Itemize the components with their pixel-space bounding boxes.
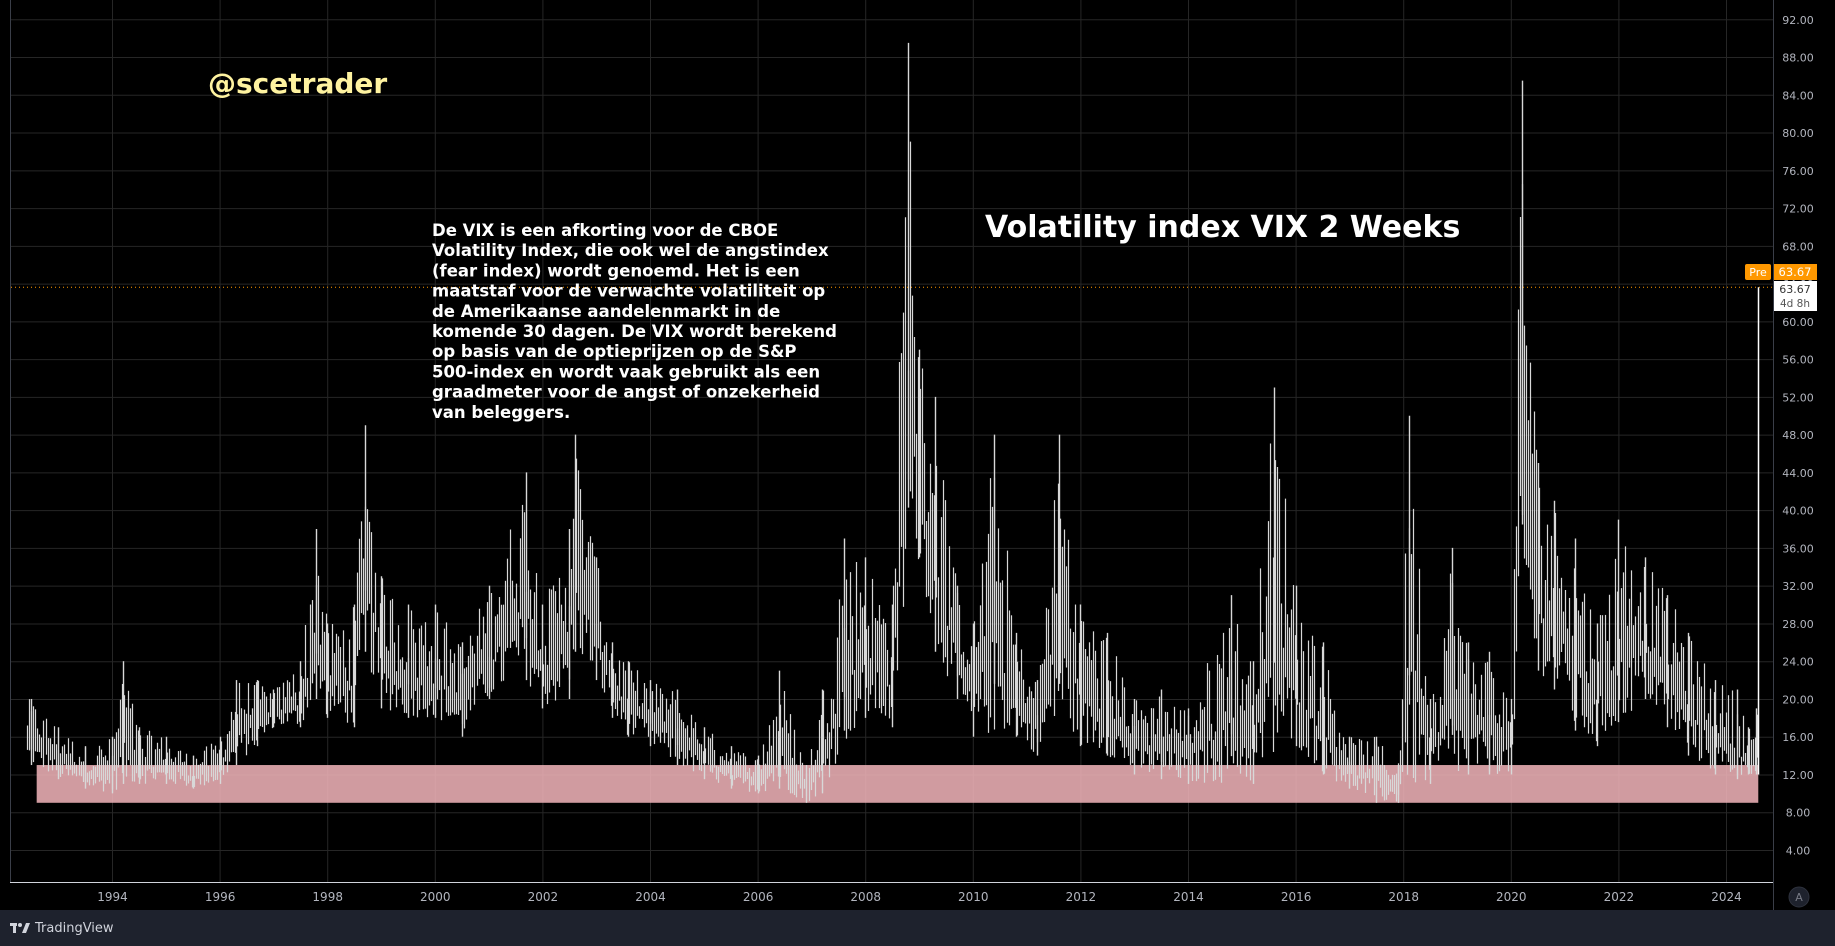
x-tick-label: 1994 xyxy=(97,890,128,904)
description-line: de Amerikaanse aandelenmarkt in de xyxy=(432,302,780,321)
y-tick-label: 12.00 xyxy=(1782,769,1814,782)
x-tick-label: 2000 xyxy=(420,890,451,904)
x-tick-label: 2006 xyxy=(743,890,774,904)
y-tick-label: 16.00 xyxy=(1782,731,1814,744)
x-tick-label: 2010 xyxy=(958,890,989,904)
last-value-background xyxy=(1774,281,1817,311)
pre-tag-background xyxy=(1745,264,1771,280)
y-tick-label: 48.00 xyxy=(1782,429,1814,442)
y-tick-label: 8.00 xyxy=(1786,807,1811,820)
y-tick-label: 84.00 xyxy=(1782,89,1814,102)
pre-value-background xyxy=(1774,264,1817,280)
y-tick-label: 52.00 xyxy=(1782,391,1814,404)
x-tick-label: 2014 xyxy=(1173,890,1204,904)
y-tick-label: 20.00 xyxy=(1782,693,1814,706)
y-tick-label: 92.00 xyxy=(1782,14,1814,27)
x-tick-label: 2018 xyxy=(1388,890,1419,904)
price-bars xyxy=(26,42,1759,803)
brand-label: TradingView xyxy=(35,920,114,936)
y-tick-label: 36.00 xyxy=(1782,542,1814,555)
auto-scale-button[interactable]: A xyxy=(1784,885,1814,909)
x-tick-label: 2004 xyxy=(635,890,666,904)
description-line: komende 30 dagen. De VIX wordt berekend xyxy=(432,322,837,341)
x-tick-label: 2012 xyxy=(1066,890,1097,904)
y-tick-label: 44.00 xyxy=(1782,467,1814,480)
description-line: op basis van de optieprijzen op de S&P xyxy=(432,342,796,361)
price-label-group: Pre 63.67 63.67 4d 8h xyxy=(1745,264,1817,311)
bar-countdown: 4d 8h xyxy=(1780,298,1810,310)
x-tick-label: 2020 xyxy=(1496,890,1527,904)
x-tick-label: 2008 xyxy=(850,890,881,904)
description-text: De VIX is een afkorting voor de CBOEVola… xyxy=(432,221,837,422)
chart-title: Volatility index VIX 2 Weeks xyxy=(985,210,1460,245)
x-tick-label: 2016 xyxy=(1281,890,1312,904)
last-value-label: 63.67 xyxy=(1779,283,1811,296)
y-tick-label: 80.00 xyxy=(1782,127,1814,140)
y-tick-label: 72.00 xyxy=(1782,203,1814,216)
y-tick-label: 24.00 xyxy=(1782,656,1814,669)
description-line: Volatility Index, die ook wel de angstin… xyxy=(432,241,829,260)
description-line: maatstaf voor de verwachte volatiliteit … xyxy=(432,282,825,301)
y-tick-label: 4.00 xyxy=(1786,845,1811,858)
tradingview-logo[interactable]: TradingView xyxy=(10,921,114,936)
pre-value-label: 63.67 xyxy=(1779,265,1812,279)
description-line: 500-index en wordt vaak gebruikt als een xyxy=(432,362,820,381)
y-tick-label: 28.00 xyxy=(1782,618,1814,631)
x-tick-label: 2022 xyxy=(1604,890,1635,904)
description-line: De VIX is een afkorting voor de CBOE xyxy=(432,221,778,240)
author-watermark: @scetrader xyxy=(208,67,387,100)
pre-tag: Pre xyxy=(1749,266,1767,279)
auto-scale-icon: A xyxy=(1795,891,1803,904)
y-tick-label: 60.00 xyxy=(1782,316,1814,329)
y-tick-label: 68.00 xyxy=(1782,240,1814,253)
x-tick-label: 1996 xyxy=(205,890,236,904)
y-tick-label: 32.00 xyxy=(1782,580,1814,593)
auto-scale-circle xyxy=(1788,886,1810,908)
price-axis[interactable]: 92.0088.0084.0080.0076.0072.0068.0064.00… xyxy=(1782,14,1814,858)
y-tick-label: 40.00 xyxy=(1782,505,1814,518)
description-line: (fear index) wordt genoemd. Het is een xyxy=(432,261,800,280)
y-tick-label: 56.00 xyxy=(1782,354,1814,367)
y-tick-label: 88.00 xyxy=(1782,52,1814,65)
description-line: graadmeter voor de angst of onzekerheid xyxy=(432,383,820,402)
description-line: van beleggers. xyxy=(432,403,570,422)
y-tick-label: 76.00 xyxy=(1782,165,1814,178)
support-zone xyxy=(36,765,1759,803)
time-axis[interactable]: 1994 1996 1998 2000 2002 2004 2006 2008 2010 2012… xyxy=(97,890,1742,904)
x-tick-label: 1998 xyxy=(312,890,343,904)
x-tick-label: 2024 xyxy=(1711,890,1742,904)
tradingview-icon xyxy=(10,923,30,933)
footer-bar: TradingView xyxy=(0,910,1835,946)
x-tick-label: 2002 xyxy=(528,890,559,904)
